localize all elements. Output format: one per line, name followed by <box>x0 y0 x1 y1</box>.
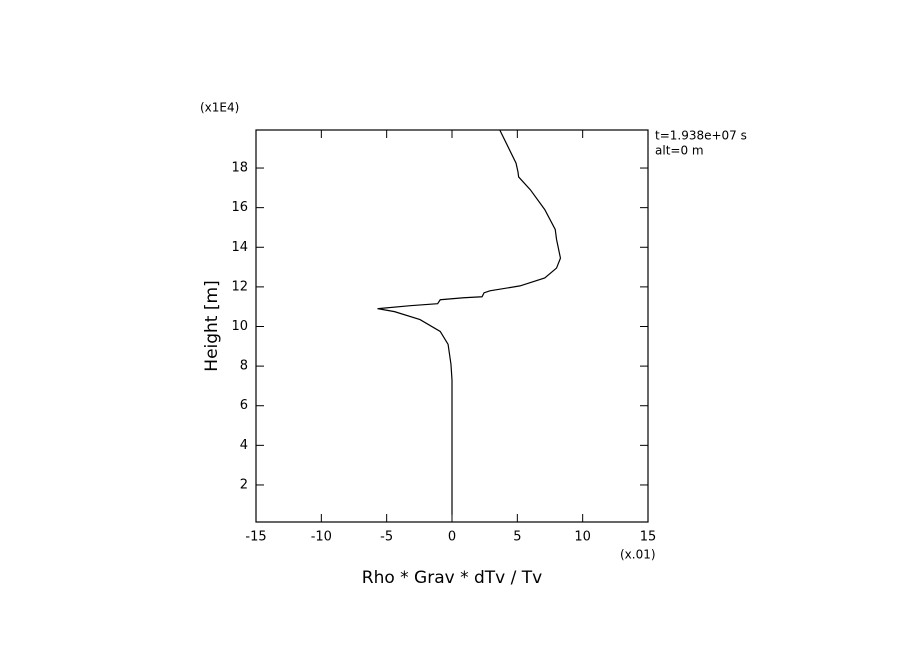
x-tick-label: -5 <box>380 530 393 545</box>
annotation: alt=0 m <box>655 144 704 158</box>
y-tick-label: 14 <box>231 240 248 255</box>
y-axis-label: Height [m] <box>202 280 222 371</box>
x-tick-label: -15 <box>245 530 266 545</box>
y-tick-label: 6 <box>240 398 248 413</box>
x-tick-label: -10 <box>311 530 332 545</box>
y-tick-label: 4 <box>240 438 248 453</box>
y-tick-label: 10 <box>231 319 248 334</box>
y-tick-label: 2 <box>240 477 248 492</box>
x-tick-label: 10 <box>574 530 591 545</box>
x-tick-label: 0 <box>448 530 456 545</box>
y-scale-label: (x1E4) <box>200 101 239 115</box>
x-scale-label: (x.01) <box>620 548 656 562</box>
annotation: t=1.938e+07 s <box>655 129 747 143</box>
x-axis-label: Rho * Grav * dTv / Tv <box>362 568 542 588</box>
x-tick-label: 5 <box>513 530 521 545</box>
y-tick-label: 18 <box>231 161 248 176</box>
y-tick-label: 16 <box>231 200 248 215</box>
y-tick-label: 12 <box>231 279 248 294</box>
profile-line <box>377 130 562 515</box>
y-tick-label: 8 <box>240 359 248 374</box>
x-tick-label: 15 <box>640 530 657 545</box>
